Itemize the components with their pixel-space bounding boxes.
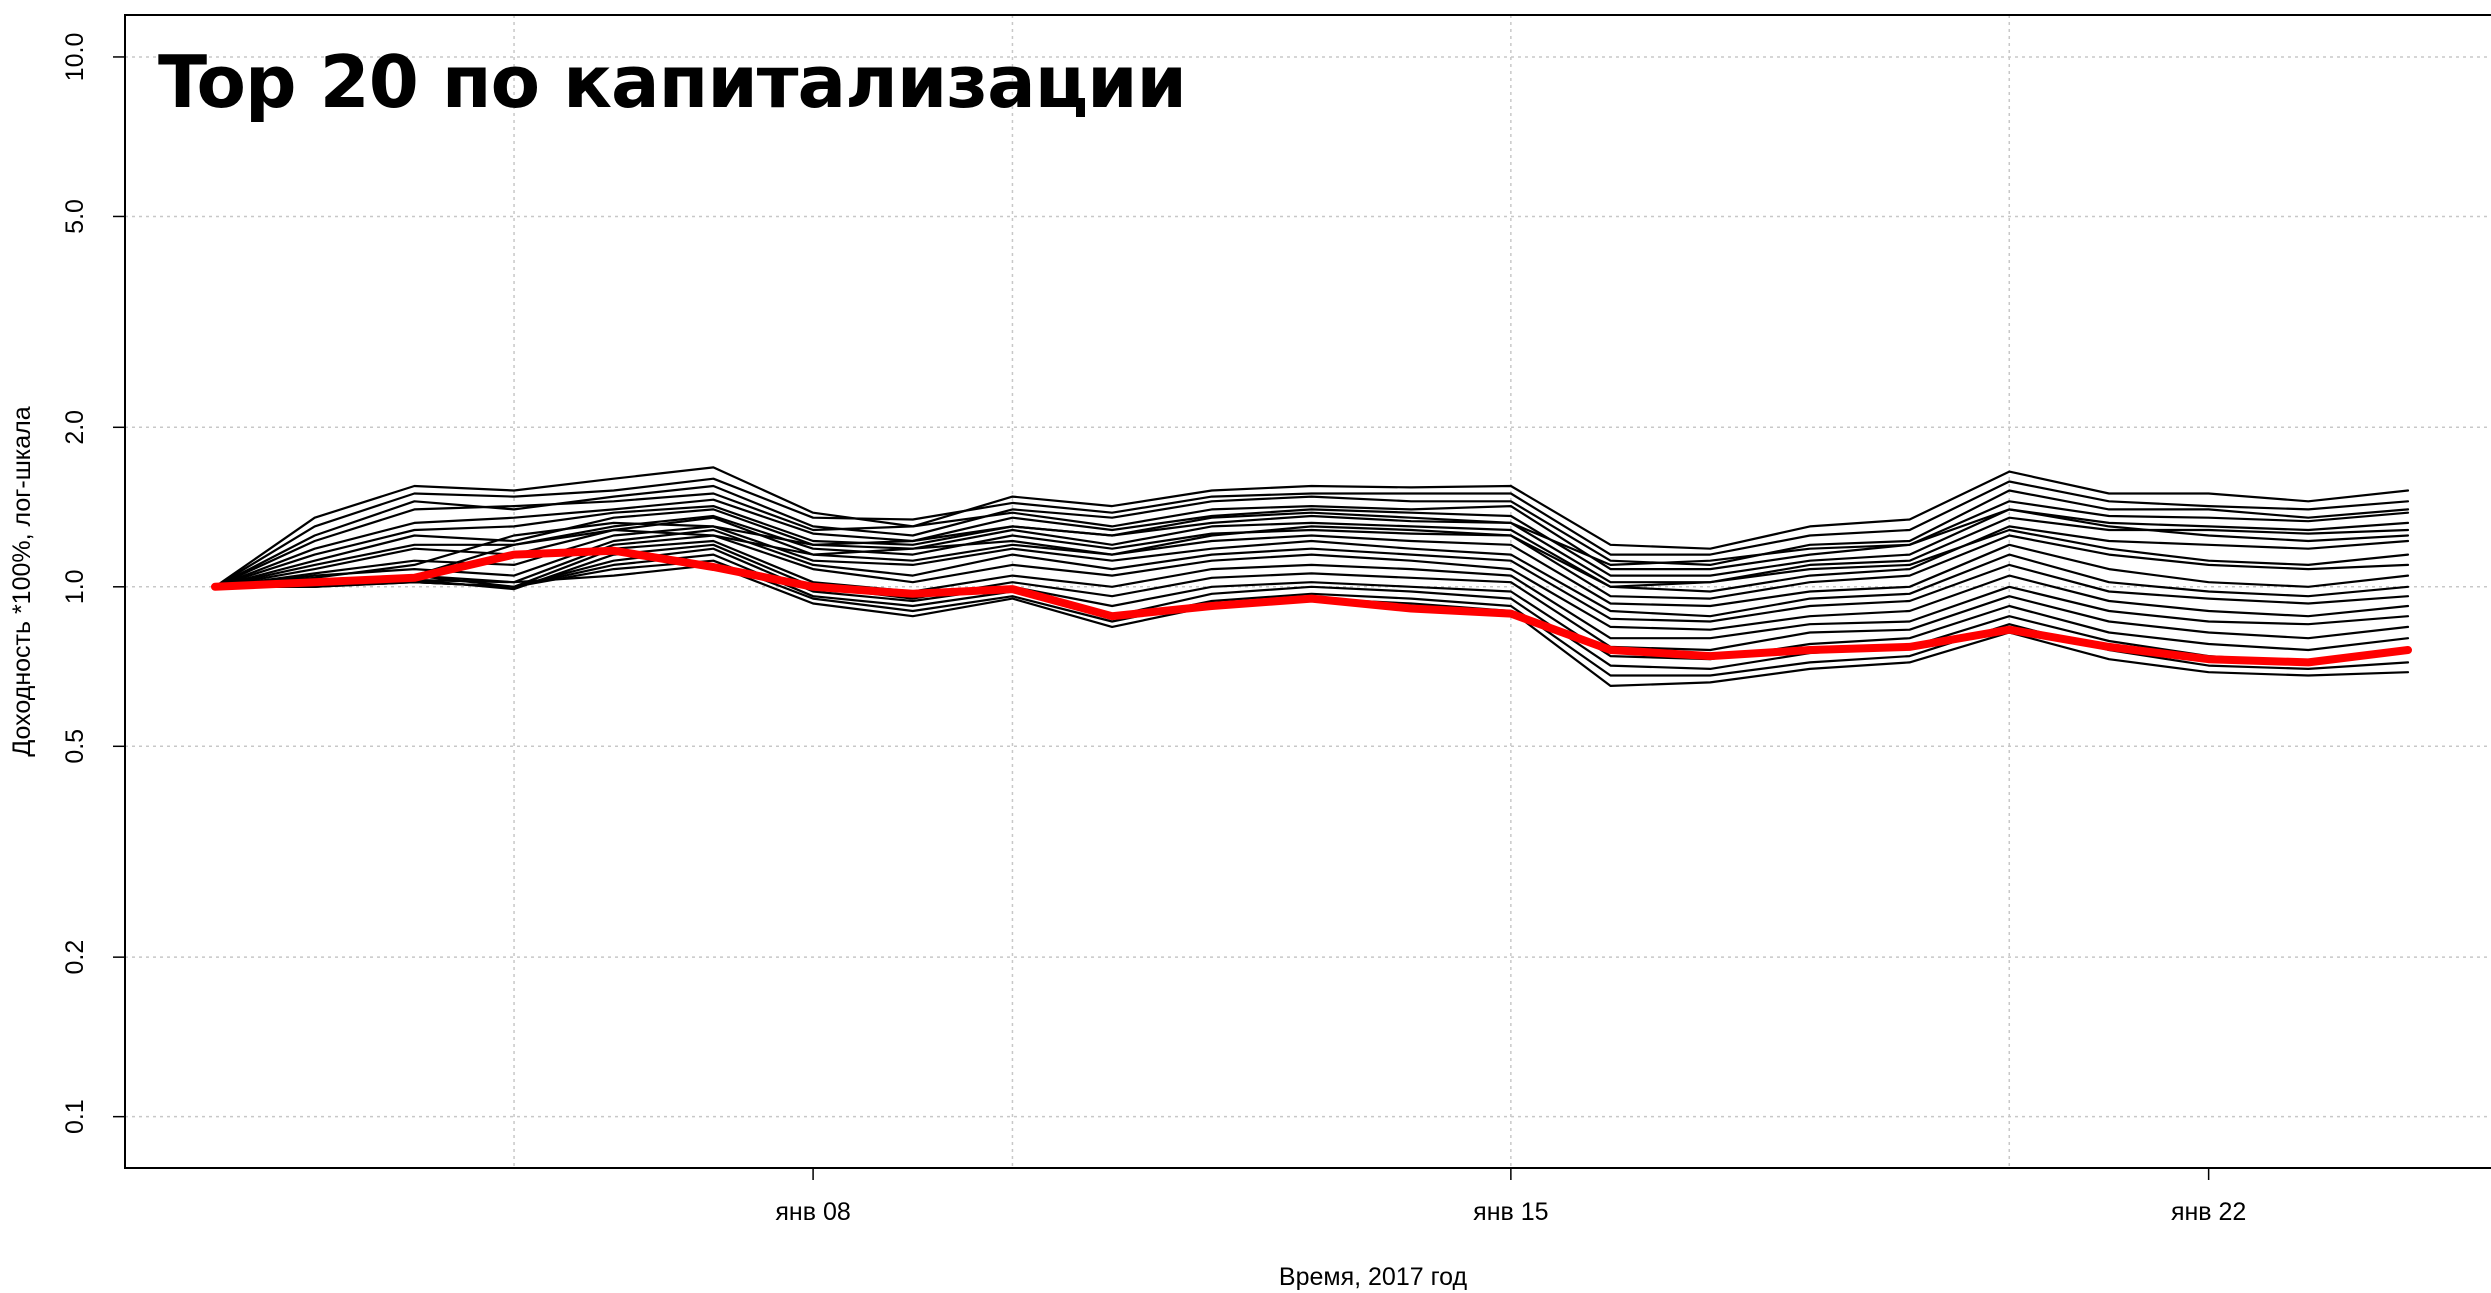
y-tick-label: 0.1 [61, 1099, 89, 1134]
y-tick-label: 0.2 [61, 940, 89, 975]
chart-title: Top 20 по капитализации [158, 40, 1187, 124]
y-axis-title: Доходность *100%, лог-шкала [8, 406, 36, 756]
y-tick-label: 2.0 [61, 410, 89, 445]
series-line [213, 492, 2410, 588]
series-line [213, 525, 2410, 618]
series-line [213, 539, 2410, 640]
x-tick-label: янв 08 [775, 1198, 850, 1226]
series-line [213, 484, 2410, 588]
series-line [213, 534, 2410, 631]
plot-frame [124, 14, 2491, 1169]
series-line [213, 477, 2410, 588]
series-line [213, 547, 2410, 661]
y-tick-label: 5.0 [61, 199, 89, 234]
x-tick-label: янв 22 [2171, 1198, 2246, 1226]
series-line [213, 525, 2410, 588]
series-line [213, 498, 2410, 588]
series-layer [211, 466, 2412, 688]
y-tick-label: 10.0 [61, 33, 89, 82]
x-tick-label: янв 15 [1473, 1198, 1548, 1226]
series-line [213, 514, 2410, 600]
axis-layer: 0.1 0.2 0.5 1.0 2.0 5.0 10.0 янв 08 янв 15 янв 22 [61, 14, 2491, 1226]
x-axis-title: Время, 2017 год [1279, 1263, 1468, 1291]
series-line [213, 505, 2410, 588]
series-line [213, 543, 2410, 652]
series-line [213, 553, 2410, 671]
y-tick-label: 1.0 [61, 569, 89, 604]
highlight-series-line [211, 546, 2412, 667]
series-line [213, 516, 2410, 608]
series-line [213, 508, 2410, 588]
series-line [213, 508, 2410, 593]
y-tick-label: 0.5 [61, 729, 89, 764]
series-line [213, 466, 2410, 588]
grid-layer [125, 15, 2491, 1168]
